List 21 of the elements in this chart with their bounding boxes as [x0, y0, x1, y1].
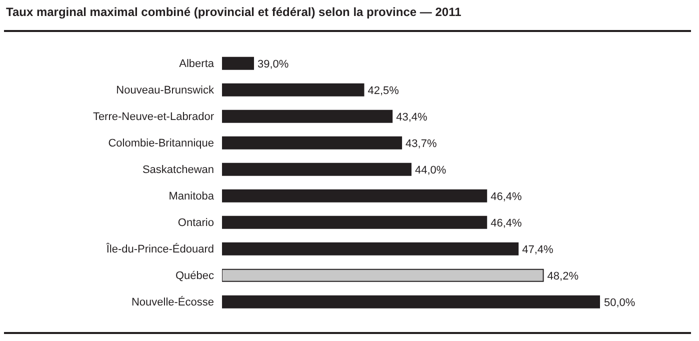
y-tick-label: Alberta — [179, 58, 215, 70]
data-label: 47,4% — [522, 244, 554, 256]
data-label: 46,4% — [490, 190, 522, 203]
y-tick-label: Saskatchewan — [142, 164, 214, 176]
data-label: 39,0% — [258, 58, 289, 70]
data-label: 48,2% — [547, 270, 579, 282]
chart-title: Taux marginal maximal combiné (provincial et fédéral) selon la province — 2011 — [6, 5, 462, 19]
y-tick-label: Terre-Neuve-et-Labrador — [92, 111, 214, 124]
y-tick-label: Nouveau-Brunswick — [116, 84, 214, 97]
y-tick-label: Québec — [175, 270, 214, 282]
data-label: 42,5% — [368, 84, 400, 97]
y-tick-label: Île-du-Prince-Édouard — [105, 242, 214, 256]
data-label: 46,4% — [490, 217, 522, 230]
y-tick-label: Manitoba — [168, 190, 215, 203]
data-label: 44,0% — [415, 164, 446, 176]
data-label: 43,7% — [406, 138, 437, 150]
y-tick-label: Ontario — [178, 217, 214, 230]
data-label: 50,0% — [604, 296, 636, 309]
y-tick-label: Colombie-Britannique — [108, 138, 214, 150]
y-tick-label: Nouvelle-Écosse — [131, 296, 214, 309]
data-label: 43,4% — [396, 111, 428, 124]
